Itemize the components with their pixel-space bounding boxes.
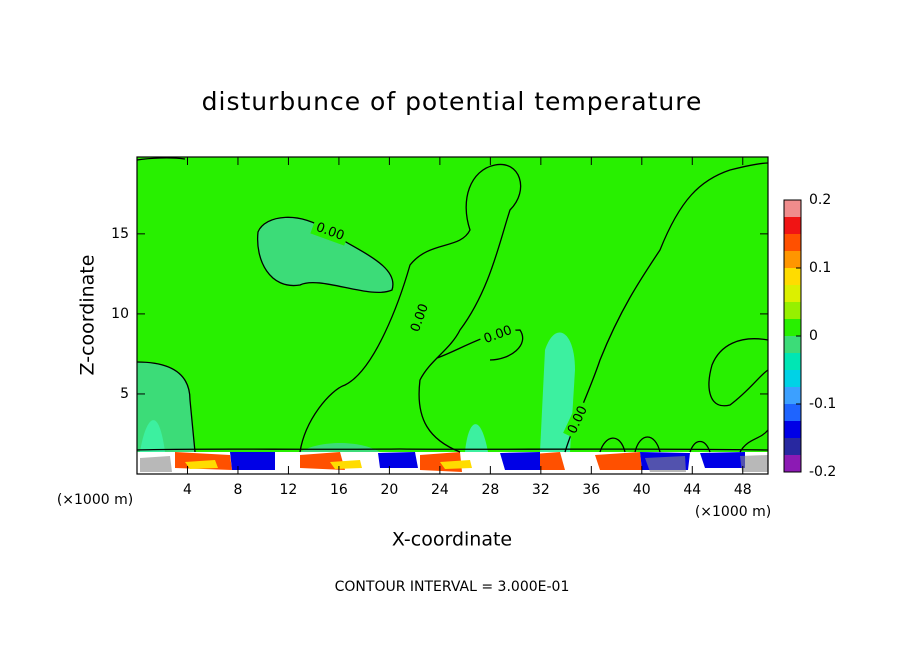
- colorbar-tick-label: 0.1: [809, 260, 831, 276]
- colorbar-tick-label: -0.2: [809, 464, 836, 480]
- colorbar-band: [784, 302, 801, 319]
- contour-label-bg: [478, 321, 518, 349]
- field-region: [257, 217, 393, 293]
- y-tick-label: 5: [120, 386, 129, 402]
- colorbar-band: [784, 285, 801, 302]
- contour-label-bg: [310, 218, 350, 246]
- y-unit-label: (×1000 m): [57, 492, 133, 508]
- colorbar-band: [784, 455, 801, 472]
- contour-line: [299, 163, 522, 453]
- footnote: CONTOUR INTERVAL = 3.000E-01: [335, 579, 570, 595]
- x-tick-label: 32: [532, 482, 550, 498]
- colorbar-tick-label: 0: [809, 328, 818, 344]
- colorbar-band: [784, 336, 801, 353]
- turbulent-blob: [185, 460, 472, 469]
- contour-line: [136, 448, 769, 451]
- contour-line: [436, 329, 524, 361]
- y-axis-label: Z-coordinate: [77, 255, 99, 376]
- colorbar-band: [784, 370, 801, 387]
- contour-line: [136, 361, 196, 453]
- colorbar-tick-label: 0.2: [809, 192, 831, 208]
- colorbar-band: [784, 217, 801, 234]
- field-region: [540, 332, 575, 452]
- contour-lines: [136, 157, 769, 453]
- x-axis-label: X-coordinate: [392, 529, 512, 551]
- contour-field: [137, 157, 768, 474]
- colorbar-band: [784, 268, 801, 285]
- contour-line: [708, 338, 769, 407]
- x-tick-label: 8: [233, 482, 242, 498]
- field-region: [140, 420, 165, 452]
- contour-label-bg: [406, 298, 434, 338]
- colorbar-band: [784, 353, 801, 370]
- y-tick-label: 10: [111, 306, 129, 322]
- x-tick-label: 48: [734, 482, 752, 498]
- colorbar-band: [784, 387, 801, 404]
- contour-label-bg: [563, 400, 593, 440]
- contour-line: [136, 157, 186, 161]
- colorbar-tick-label: -0.1: [809, 396, 836, 412]
- plot-frame: [136, 156, 769, 475]
- x-tick-label: 40: [633, 482, 651, 498]
- x-unit-label: (×1000 m): [695, 504, 771, 520]
- contour-line: [599, 429, 769, 453]
- colorbar-band: [784, 251, 801, 268]
- colorbar-band: [784, 438, 801, 455]
- colorbar-band: [784, 421, 801, 438]
- x-tick-label: 20: [380, 482, 398, 498]
- chart-title: disturbunce of potential temperature: [202, 87, 703, 116]
- contour-line: [256, 216, 394, 294]
- colorbar-band: [784, 200, 801, 217]
- contour-line: [564, 162, 769, 453]
- turbulent-blob: [230, 452, 745, 470]
- x-tick-label: 44: [683, 482, 701, 498]
- field-background: [137, 157, 768, 474]
- x-tick-label: 12: [280, 482, 298, 498]
- x-tick-label: 16: [330, 482, 348, 498]
- x-tick-label: 24: [431, 482, 449, 498]
- x-tick-label: 36: [582, 482, 600, 498]
- x-tick-label: 4: [183, 482, 192, 498]
- colorbar-band: [784, 404, 801, 421]
- x-tick-label: 28: [481, 482, 499, 498]
- field-region: [465, 424, 488, 452]
- colorbar-band: [784, 234, 801, 251]
- colorbar-band: [784, 319, 801, 336]
- y-tick-label: 15: [111, 226, 129, 242]
